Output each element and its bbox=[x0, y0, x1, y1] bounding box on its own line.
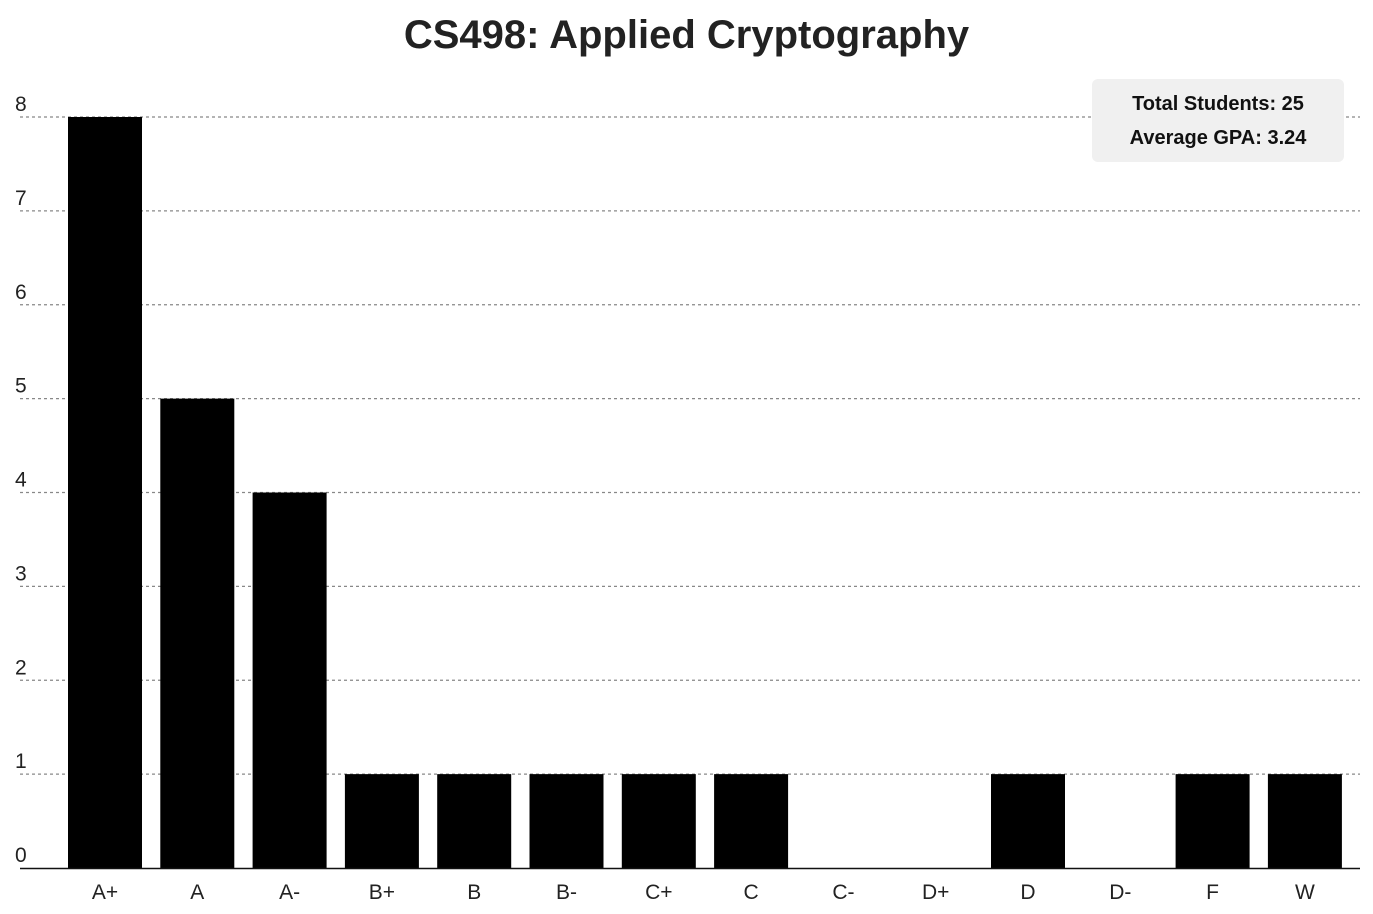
x-tick-label-F: F bbox=[1206, 881, 1219, 904]
y-tick-label-5: 5 bbox=[15, 375, 27, 398]
x-tick-label-A+: A+ bbox=[92, 881, 118, 904]
average-gpa-label: Average GPA: 3.24 bbox=[1129, 127, 1307, 149]
bar-D bbox=[991, 774, 1065, 868]
bars bbox=[68, 117, 1342, 868]
bar-F bbox=[1175, 774, 1250, 868]
x-tick-label-C+: C+ bbox=[645, 881, 672, 904]
bar-A bbox=[160, 398, 235, 868]
y-tick-label-2: 2 bbox=[15, 656, 27, 679]
x-tick-label-A: A bbox=[190, 881, 204, 904]
x-tick-label-D: D bbox=[1020, 881, 1035, 904]
y-tick-label-8: 8 bbox=[15, 93, 27, 116]
y-tick-label-3: 3 bbox=[15, 562, 27, 585]
bar-C bbox=[714, 774, 789, 868]
y-tick-labels: 0 1 2 3 4 5 6 7 8 bbox=[15, 93, 27, 867]
x-tick-label-B-: B- bbox=[556, 881, 577, 904]
bar-W bbox=[1267, 774, 1342, 868]
total-students-label: Total Students: 25 bbox=[1132, 93, 1304, 115]
x-tick-label-D+: D+ bbox=[922, 881, 949, 904]
bar-B bbox=[437, 774, 512, 868]
stats-summary-box: Total Students: 25 Average GPA: 3.24 bbox=[1092, 79, 1344, 162]
y-tick-label-0: 0 bbox=[15, 844, 27, 867]
bar-B- bbox=[529, 774, 604, 868]
x-tick-label-B+: B+ bbox=[369, 881, 395, 904]
y-tick-label-6: 6 bbox=[15, 281, 27, 304]
x-tick-label-B: B bbox=[467, 881, 481, 904]
y-tick-label-7: 7 bbox=[15, 187, 27, 210]
grid-lines bbox=[20, 116, 1360, 775]
x-tick-labels: A+ A A- B+ B B- C+ C C- D+ D D- F W bbox=[92, 881, 1315, 904]
x-tick-label-A-: A- bbox=[279, 881, 300, 904]
bar-A- bbox=[252, 492, 327, 868]
bar-B+ bbox=[344, 774, 419, 868]
bar-C+ bbox=[621, 774, 696, 868]
y-tick-label-1: 1 bbox=[15, 750, 27, 773]
x-tick-label-C-: C- bbox=[832, 881, 854, 904]
chart-title: CS498: Applied Cryptography bbox=[403, 13, 970, 57]
x-tick-label-C: C bbox=[744, 881, 759, 904]
bar-A+ bbox=[68, 117, 142, 868]
x-tick-label-W: W bbox=[1295, 881, 1315, 904]
x-tick-label-D-: D- bbox=[1109, 881, 1131, 904]
y-tick-label-4: 4 bbox=[15, 469, 27, 492]
